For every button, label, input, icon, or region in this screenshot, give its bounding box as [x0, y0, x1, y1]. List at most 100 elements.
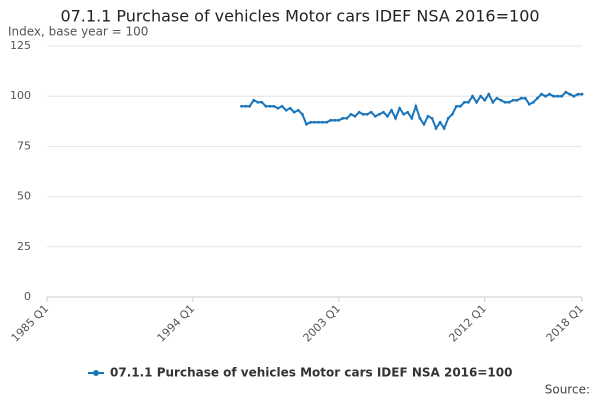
point	[292, 110, 296, 114]
point	[264, 104, 268, 108]
point	[361, 112, 365, 116]
point	[284, 108, 288, 112]
point	[313, 120, 316, 124]
point	[471, 94, 474, 98]
x-tick-label: 2003 Q1	[301, 302, 344, 345]
point	[475, 100, 479, 104]
point	[507, 100, 511, 104]
point	[357, 110, 361, 114]
point	[256, 100, 260, 104]
point	[467, 100, 470, 104]
point	[260, 100, 264, 104]
legend-marker	[93, 370, 99, 376]
point	[499, 98, 503, 102]
point	[333, 118, 337, 122]
point	[515, 98, 519, 102]
point	[321, 120, 325, 124]
point	[317, 120, 320, 124]
point	[442, 126, 446, 130]
y-tick-label: 125	[10, 39, 31, 52]
point	[438, 120, 442, 124]
point	[349, 112, 353, 116]
point	[398, 106, 402, 110]
chart-title: 07.1.1 Purchase of vehicles Motor cars I…	[60, 7, 539, 26]
point	[495, 96, 499, 100]
x-tick-label: 2018 Q1	[544, 302, 587, 345]
point	[430, 116, 434, 120]
point	[276, 106, 280, 110]
point	[382, 110, 385, 114]
point	[300, 112, 304, 116]
x-tick-label: 1994 Q1	[155, 302, 198, 345]
point	[491, 100, 495, 104]
point	[503, 100, 507, 104]
point	[325, 120, 329, 124]
y-tick-label: 75	[17, 139, 31, 152]
legend-label: 07.1.1 Purchase of vehicles Motor cars I…	[110, 366, 512, 380]
point	[329, 118, 333, 122]
point	[568, 92, 572, 96]
point	[394, 116, 397, 120]
y-tick-label: 100	[10, 89, 31, 102]
point	[410, 116, 414, 120]
point	[556, 94, 560, 98]
point	[450, 112, 454, 116]
series-line	[241, 90, 582, 131]
point	[446, 116, 450, 120]
point	[304, 122, 308, 126]
point	[422, 122, 426, 126]
point	[337, 118, 341, 122]
point	[548, 92, 551, 96]
x-tick-label: 2012 Q1	[446, 302, 489, 345]
point	[244, 104, 247, 108]
point	[353, 114, 357, 118]
point	[288, 106, 292, 110]
point	[345, 116, 349, 120]
point	[523, 96, 527, 100]
point	[483, 98, 487, 102]
point	[341, 116, 345, 120]
point	[240, 104, 243, 108]
point	[560, 94, 564, 98]
point	[296, 108, 300, 112]
point	[365, 112, 369, 116]
point	[280, 104, 284, 108]
point	[377, 112, 381, 116]
point	[540, 92, 543, 96]
point	[386, 114, 389, 118]
x-tick-label: 1985 Q1	[9, 302, 52, 345]
y-tick-label: 0	[24, 290, 31, 303]
point	[406, 110, 410, 114]
point	[576, 92, 580, 96]
point	[390, 108, 393, 112]
source: Source:	[545, 383, 590, 397]
point	[531, 100, 535, 104]
point	[511, 98, 515, 102]
point	[580, 92, 584, 96]
point	[459, 104, 462, 108]
point	[268, 104, 272, 108]
y-tick-label: 50	[17, 190, 31, 203]
point	[463, 100, 466, 104]
point	[544, 94, 547, 98]
point	[402, 112, 406, 116]
point	[454, 104, 458, 108]
point	[252, 98, 256, 102]
point	[572, 94, 576, 98]
point	[487, 92, 491, 96]
point	[426, 114, 430, 118]
point	[369, 110, 373, 114]
point	[479, 94, 483, 98]
point	[552, 94, 556, 98]
subtitle: Index, base year = 100	[8, 25, 148, 39]
point	[373, 114, 377, 118]
point	[309, 120, 312, 124]
point	[536, 96, 539, 100]
point	[519, 96, 523, 100]
point	[418, 116, 422, 120]
point	[414, 104, 418, 108]
point	[434, 126, 438, 130]
y-tick-label: 25	[17, 240, 31, 253]
point	[272, 104, 276, 108]
